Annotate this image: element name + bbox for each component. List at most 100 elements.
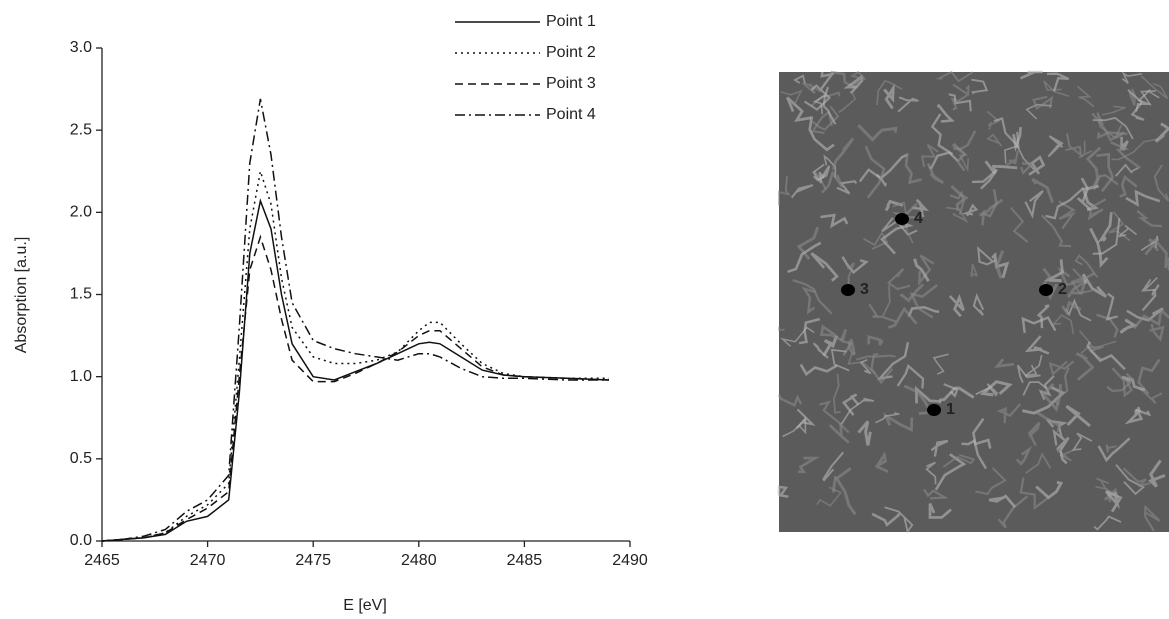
texture xyxy=(883,83,895,110)
texture xyxy=(950,94,968,111)
texture xyxy=(1043,80,1070,97)
texture xyxy=(918,254,935,286)
texture xyxy=(1128,88,1136,106)
texture xyxy=(903,384,934,416)
texture xyxy=(813,165,831,182)
texture xyxy=(1092,116,1134,140)
texture xyxy=(1025,103,1052,120)
texture xyxy=(1065,404,1091,428)
texture xyxy=(984,160,1018,175)
texture xyxy=(1115,464,1146,496)
texture xyxy=(840,397,874,425)
x-tick-label: 2480 xyxy=(401,552,437,569)
texture xyxy=(812,342,829,359)
texture xyxy=(859,358,872,375)
texture xyxy=(1016,364,1041,384)
texture xyxy=(930,113,954,156)
y-tick-label: 1.5 xyxy=(70,286,92,303)
texture xyxy=(1015,445,1033,466)
texture xyxy=(1127,89,1145,121)
texture xyxy=(875,153,909,181)
texture xyxy=(1111,138,1159,161)
texture xyxy=(1093,515,1122,531)
texture xyxy=(1032,95,1054,111)
y-axis-label: Absorption [a.u.] xyxy=(13,237,30,354)
texture xyxy=(1118,224,1138,238)
texture xyxy=(1019,70,1043,80)
texture xyxy=(1028,421,1041,447)
texture xyxy=(819,324,844,342)
texture xyxy=(870,353,894,385)
y-tick-label: 0.5 xyxy=(70,450,92,467)
legend-label: Point 2 xyxy=(546,44,596,61)
texture xyxy=(986,133,1003,147)
texture xyxy=(840,328,853,356)
texture xyxy=(936,103,955,123)
texture xyxy=(796,226,820,261)
texture xyxy=(801,286,816,315)
texture xyxy=(1025,452,1052,474)
texture xyxy=(822,334,839,357)
texture xyxy=(1121,71,1143,84)
texture xyxy=(932,353,949,375)
point-marker xyxy=(841,284,855,296)
texture xyxy=(1149,323,1165,342)
texture xyxy=(972,168,999,190)
texture xyxy=(951,143,967,172)
texture xyxy=(779,326,815,347)
texture xyxy=(952,83,970,97)
texture xyxy=(981,189,998,226)
texture xyxy=(1075,352,1095,381)
texture xyxy=(1081,273,1108,298)
texture xyxy=(997,495,1029,529)
texture xyxy=(1045,186,1085,220)
texture xyxy=(843,74,864,95)
legend-label: Point 3 xyxy=(546,75,596,92)
texture xyxy=(1097,437,1131,463)
texture xyxy=(841,393,860,416)
texture xyxy=(1024,190,1044,219)
texture xyxy=(798,317,821,345)
point-label: 3 xyxy=(860,281,869,298)
texture xyxy=(823,154,837,179)
texture xyxy=(857,420,872,446)
texture xyxy=(934,453,967,491)
texture xyxy=(1051,314,1075,335)
texture xyxy=(972,417,992,449)
texture xyxy=(886,268,911,291)
texture xyxy=(907,306,940,318)
texture xyxy=(972,293,985,316)
texture xyxy=(1022,381,1047,396)
texture xyxy=(935,70,974,83)
series-line xyxy=(101,171,609,542)
texture xyxy=(820,71,834,90)
texture xyxy=(1024,335,1050,355)
texture xyxy=(896,364,925,389)
texture xyxy=(914,385,942,404)
texture xyxy=(1074,254,1099,278)
x-tick-label: 2470 xyxy=(190,552,226,569)
x-axis-label: E [eV] xyxy=(343,597,387,614)
texture xyxy=(1056,448,1075,462)
texture xyxy=(1154,122,1169,143)
texture xyxy=(808,116,835,152)
texture xyxy=(1020,161,1036,176)
texture xyxy=(810,252,839,282)
texture xyxy=(1101,105,1126,116)
texture xyxy=(810,110,833,135)
texture xyxy=(1126,307,1164,322)
series-line xyxy=(101,198,609,542)
x-tick-label: 2490 xyxy=(612,552,648,569)
texture xyxy=(913,258,930,282)
texture xyxy=(953,142,969,173)
texture xyxy=(1036,411,1061,433)
texture xyxy=(1089,227,1109,268)
texture xyxy=(996,403,1022,424)
texture xyxy=(799,363,838,377)
texture xyxy=(948,93,972,112)
texture xyxy=(1153,164,1169,202)
texture xyxy=(1078,330,1117,350)
point-marker xyxy=(927,404,941,416)
texture xyxy=(838,93,857,114)
